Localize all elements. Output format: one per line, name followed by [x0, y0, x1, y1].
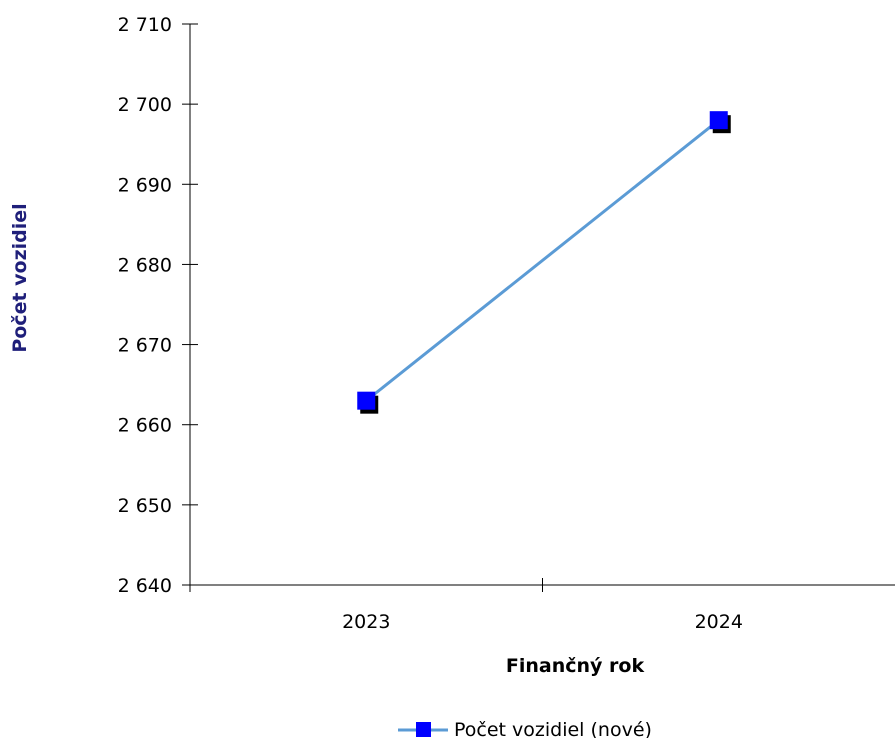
x-tick-label: 2024 — [695, 611, 743, 633]
y-tick-label: 2 660 — [118, 415, 172, 437]
x-axis: 2023 2024 — [189, 578, 895, 633]
y-tick-label: 2 650 — [118, 495, 172, 517]
x-tick-label: 2023 — [342, 611, 390, 633]
y-tick-label: 2 640 — [118, 575, 172, 597]
data-point — [709, 111, 728, 130]
legend-marker-icon — [416, 722, 431, 737]
legend: Počet vozidiel (nové) — [398, 719, 652, 738]
series-layer — [357, 111, 731, 414]
y-tick-label: 2 670 — [118, 335, 172, 357]
y-axis: 2 640 2 650 2 660 2 670 2 680 2 690 2 700 2 710 — [118, 14, 198, 597]
y-tick-label: 2 700 — [118, 94, 172, 116]
y-tick-label: 2 680 — [118, 254, 172, 276]
y-tick-label: 2 710 — [118, 14, 172, 36]
series-line — [365, 118, 720, 402]
y-axis-title: Počet vozidiel — [9, 203, 31, 352]
data-point — [357, 391, 376, 410]
y-tick-label: 2 690 — [118, 174, 172, 196]
legend-label: Počet vozidiel (nové) — [454, 719, 652, 738]
x-axis-title: Finančný rok — [506, 655, 645, 677]
